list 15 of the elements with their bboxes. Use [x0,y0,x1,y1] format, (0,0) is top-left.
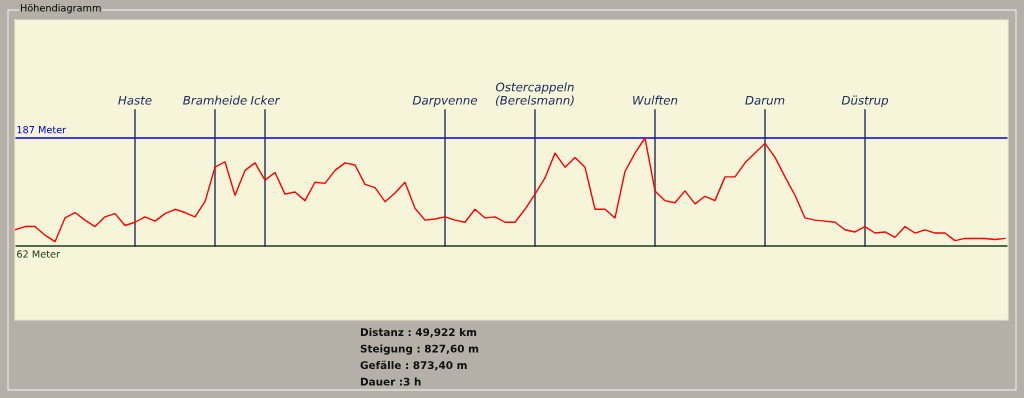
x-tick-label: Wulften [633,95,678,105]
text: Dauer :3 h [360,377,421,386]
ref-line-label: 187 Meter [17,125,67,134]
text: Distanz : 49,922 km [360,328,477,338]
x-tick-label: Bramheide [183,95,247,105]
x-tick-label: Düstrup [841,95,889,107]
chart-title: Höhendiagramm [20,4,101,14]
x-tick-label: Darum [745,95,785,105]
text: Gefälle : 873,40 m [360,360,467,371]
x-tick-label: Ostercappeln (Berelsmann) [496,82,574,107]
x-tick-label: Darpvenne [412,95,478,107]
text: Steigung : 827,60 m [360,344,479,355]
x-tick-label: Icker [250,95,281,105]
ref-line-label: 62 Meter [17,250,61,258]
x-tick-label: Haste [118,95,152,105]
